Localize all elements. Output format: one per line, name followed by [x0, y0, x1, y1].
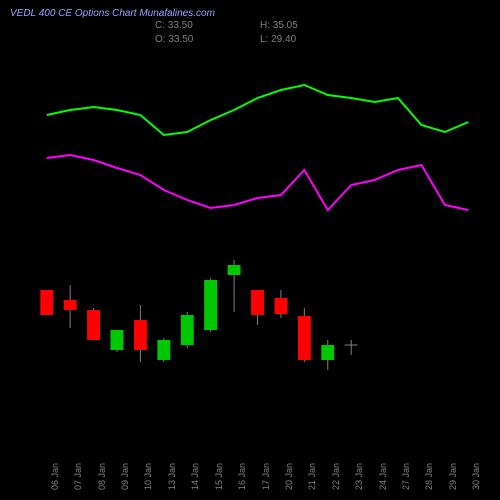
- x-tick-label: 14 Jan: [190, 463, 195, 490]
- candle-body: [134, 320, 147, 350]
- x-tick-label: 13 Jan: [167, 463, 172, 490]
- open-label: O:: [155, 34, 166, 45]
- plot-svg: [35, 50, 480, 440]
- candle-body: [321, 345, 334, 360]
- candle-body: [181, 315, 194, 345]
- x-tick-label: 06 Jan: [50, 463, 55, 490]
- low-label: L:: [260, 34, 268, 45]
- ohlc-close: C: 33.50: [155, 20, 193, 31]
- x-tick-label: 29 Jan: [448, 463, 453, 490]
- close-label: C:: [155, 20, 165, 31]
- close-value: 33.50: [168, 20, 193, 31]
- x-tick-label: 21 Jan: [307, 463, 312, 490]
- x-tick-label: 30 Jan: [471, 463, 476, 490]
- ohlc-high: H: 35.05: [260, 20, 298, 31]
- chart-container: VEDL 400 CE Options Chart Munafalines.co…: [0, 0, 500, 500]
- upper-band-line: [47, 85, 469, 135]
- x-tick-label: 08 Jan: [97, 463, 102, 490]
- x-tick-label: 09 Jan: [120, 463, 125, 490]
- x-tick-label: 10 Jan: [143, 463, 148, 490]
- plot-area: [35, 50, 480, 440]
- candle-body: [157, 340, 170, 360]
- candle-body: [298, 316, 311, 360]
- open-value: 33.50: [168, 34, 193, 45]
- candle-body: [275, 298, 288, 314]
- x-tick-label: 15 Jan: [214, 463, 219, 490]
- ohlc-open: O: 33.50: [155, 34, 193, 45]
- x-axis: 06 Jan 07 Jan 08 Jan 09 Jan 10 Jan 13 Jan 14 J…: [35, 440, 480, 495]
- chart-title: VEDL 400 CE Options Chart Munafalines.co…: [10, 8, 215, 19]
- x-tick-label: 20 Jan: [284, 463, 289, 490]
- candle-body: [111, 330, 124, 350]
- low-value: 29.40: [271, 34, 296, 45]
- high-value: 35.05: [273, 20, 298, 31]
- candle-body: [40, 290, 53, 315]
- candle-body: [228, 265, 241, 275]
- x-tick-label: 16 Jan: [237, 463, 242, 490]
- x-tick-label: 27 Jan: [401, 463, 406, 490]
- candle-body: [204, 280, 217, 330]
- x-tick-label: 28 Jan: [424, 463, 429, 490]
- x-tick-label: 24 Jan: [378, 463, 383, 490]
- candle-body: [87, 310, 100, 340]
- x-tick-label: 07 Jan: [73, 463, 78, 490]
- high-label: H:: [260, 20, 270, 31]
- candle-body: [64, 300, 77, 310]
- ohlc-low: L: 29.40: [260, 34, 296, 45]
- x-tick-label: 17 Jan: [261, 463, 266, 490]
- lower-band-line: [47, 155, 469, 210]
- x-tick-label: 22 Jan: [331, 463, 336, 490]
- x-tick-label: 23 Jan: [354, 463, 359, 490]
- candle-body: [251, 290, 264, 315]
